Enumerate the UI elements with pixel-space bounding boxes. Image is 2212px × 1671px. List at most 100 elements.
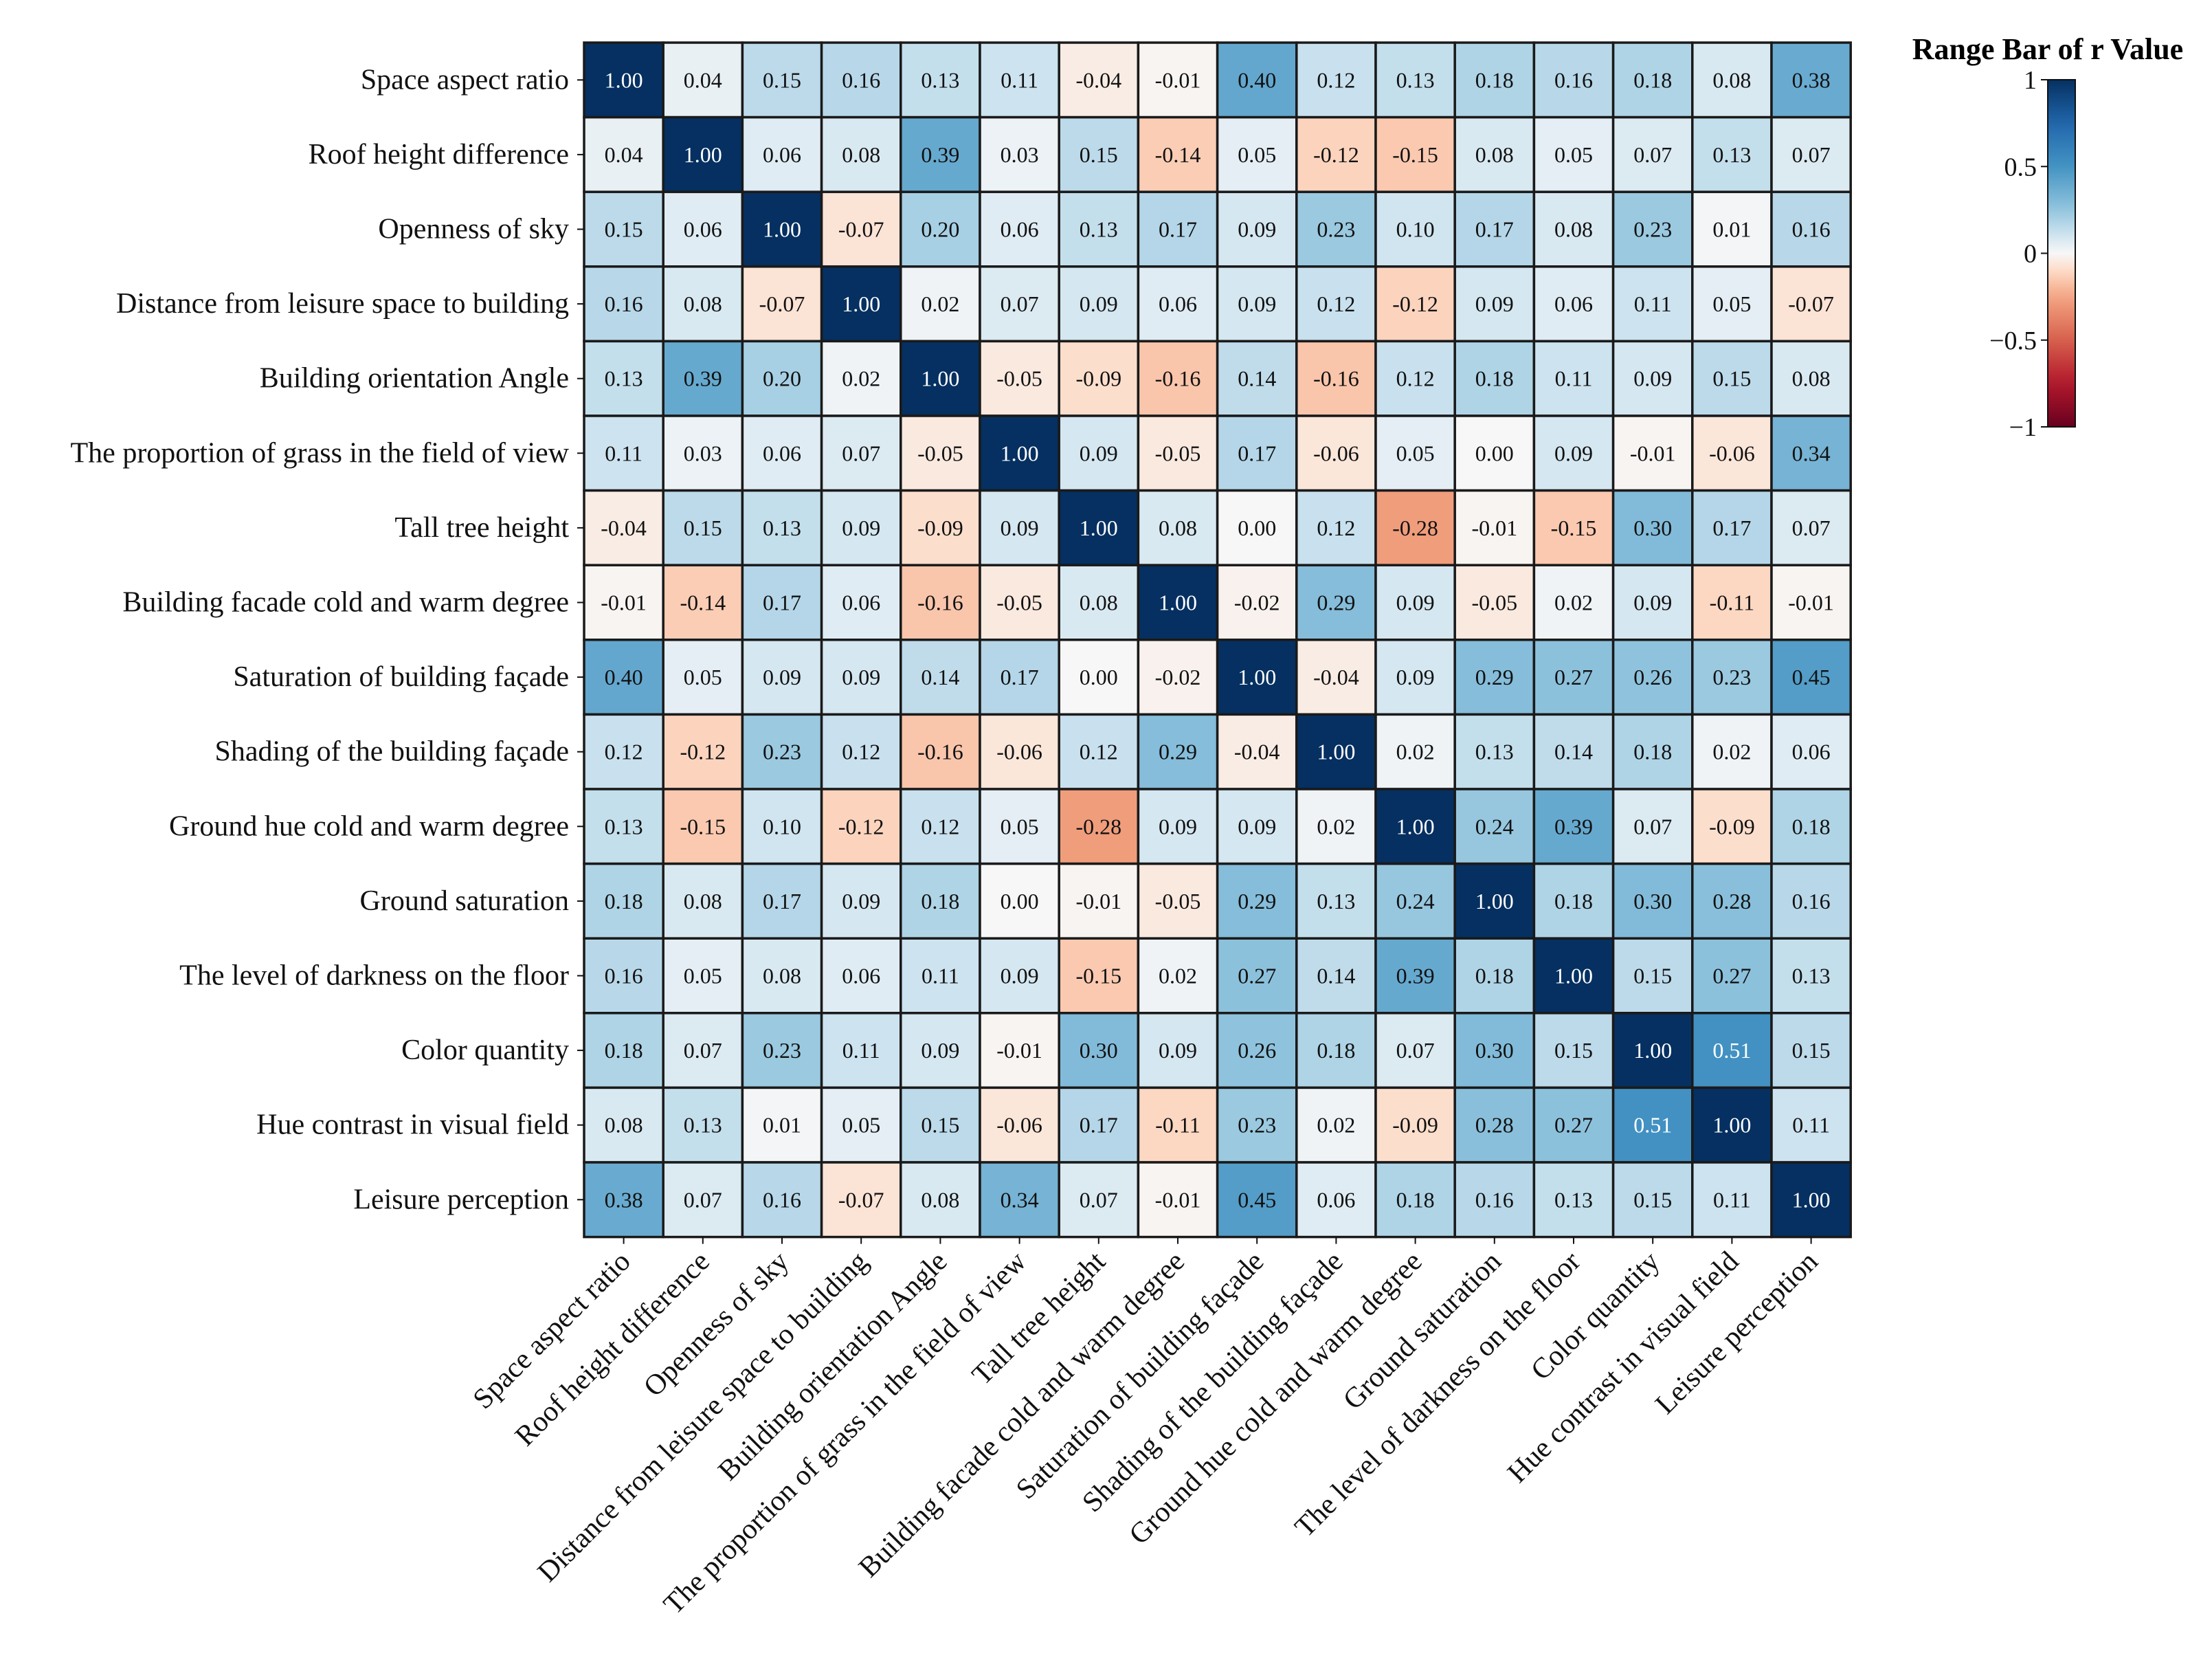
row-label: Building facade cold and warm degree (122, 587, 569, 619)
cell-value-label: 0.39 (1554, 814, 1593, 839)
cell-value-label: -0.09 (1392, 1113, 1438, 1138)
cell-value-label: 0.00 (1001, 889, 1039, 914)
cell-value-label: 0.14 (1238, 366, 1276, 391)
row-label: Shading of the building façade (214, 736, 569, 768)
column-label: The level of darkness on the floor (1289, 1246, 1587, 1543)
cell-value-label: 0.09 (1159, 1038, 1197, 1063)
heatmap-cell (741, 115, 823, 193)
heatmap-cell (1770, 862, 1852, 940)
heatmap-cell (1058, 937, 1140, 1015)
cell-value-label: -0.07 (759, 291, 805, 316)
cell-value-label: 0.07 (1792, 142, 1831, 167)
heatmap-cell (1295, 340, 1377, 417)
cell-value-label: 0.09 (1159, 814, 1197, 839)
cell-value-label: 0.45 (1792, 665, 1831, 689)
cell-value-label: 1.00 (1080, 516, 1118, 540)
row-label: Tall tree height (394, 512, 569, 544)
heatmap-cell (820, 340, 902, 417)
cell-value-label: 0.11 (1792, 1113, 1830, 1138)
heatmap-cell (979, 41, 1060, 119)
heatmap-cell (1770, 1161, 1852, 1239)
heatmap-cell (1058, 265, 1140, 343)
cell-value-label: 0.02 (921, 291, 959, 316)
row-label: Ground saturation (360, 885, 569, 917)
cell-value-label: 0.14 (1554, 740, 1593, 764)
cell-value-label: 0.08 (763, 964, 801, 988)
cell-value-label: 0.40 (605, 665, 643, 689)
cell-value-label: 0.05 (684, 665, 722, 689)
cell-value-label: 0.51 (1712, 1038, 1751, 1063)
cell-value-label: 0.18 (921, 889, 959, 914)
colorbar-tick-label: 0.5 (2004, 153, 2037, 181)
cell-value-label: -0.04 (601, 516, 647, 540)
cell-value-label: 0.07 (1396, 1038, 1435, 1063)
cell-value-label: 0.23 (763, 740, 801, 764)
cell-value-label: 0.24 (1475, 814, 1514, 839)
cell-value-label: 0.16 (605, 291, 643, 316)
heatmap-cell (1770, 1012, 1852, 1089)
cell-value-label: 0.11 (1634, 291, 1672, 316)
cell-value-label: -0.09 (917, 516, 963, 540)
cell-value-label: -0.01 (1155, 67, 1201, 92)
cell-value-label: -0.01 (1630, 441, 1676, 465)
cell-value-label: 0.05 (1554, 142, 1593, 167)
cell-value-label: 0.04 (684, 67, 722, 92)
cell-value-label: 0.16 (1792, 217, 1831, 242)
cell-value-label: 0.06 (1554, 291, 1593, 316)
cell-value-label: 0.15 (1633, 1187, 1672, 1212)
cell-value-label: 0.29 (1317, 590, 1355, 615)
cell-value-label: 0.09 (1475, 291, 1514, 316)
heatmap-cell (1770, 265, 1852, 343)
cell-value-label: 0.34 (1792, 441, 1831, 465)
cell-value-label: 0.10 (763, 814, 801, 839)
heatmap-cell (741, 1012, 823, 1089)
heatmap-cell (979, 115, 1060, 193)
heatmap-cell (1611, 564, 1694, 641)
heatmap-cell (1216, 1012, 1298, 1089)
cell-value-label: 0.16 (605, 964, 643, 988)
cell-value-label: 0.05 (1712, 291, 1751, 316)
cell-value-label: 0.12 (1080, 740, 1118, 764)
heatmap-cell (1374, 639, 1456, 716)
cell-value-label: 0.06 (1001, 217, 1039, 242)
cell-value-label: 0.07 (1633, 142, 1672, 167)
heatmap-cell (741, 340, 823, 417)
heatmap-cell (1611, 489, 1694, 566)
cell-value-label: -0.16 (1313, 366, 1359, 391)
cell-value-label: -0.12 (1313, 142, 1359, 167)
cell-value-label: 0.34 (1001, 1187, 1039, 1212)
heatmap-cell (979, 639, 1060, 716)
cell-value-label: -0.04 (1075, 67, 1121, 92)
heatmap-cell (741, 713, 823, 790)
heatmap-cell (1691, 115, 1773, 193)
cell-value-label: -0.06 (1313, 441, 1359, 465)
heatmap-cell (662, 1086, 744, 1164)
heatmap-cell (1453, 1086, 1536, 1164)
cell-value-label: 0.07 (1633, 814, 1672, 839)
heatmap-cell (1532, 1086, 1615, 1164)
cell-value-label: 0.07 (684, 1038, 722, 1063)
cell-value-label: 0.09 (1001, 516, 1039, 540)
colorbar-title: Range Bar of r Value (1912, 32, 2183, 66)
cell-value-label: 0.07 (1792, 516, 1831, 540)
heatmap-cell (741, 564, 823, 641)
heatmap-cell (1374, 414, 1456, 492)
cell-value-label: -0.07 (838, 217, 884, 242)
heatmap-cell (1295, 1161, 1377, 1239)
heatmap-cell (900, 190, 981, 268)
colorbar-tick-label: −0.5 (1989, 327, 2037, 355)
heatmap-cell (1770, 190, 1852, 268)
cell-value-label: 0.18 (1317, 1038, 1355, 1063)
heatmap-cell (1770, 639, 1852, 716)
heatmap-cell (1137, 1012, 1219, 1089)
cell-value-label: 0.09 (842, 889, 880, 914)
cell-value-label: 0.13 (1080, 217, 1118, 242)
cell-value-label: 0.15 (605, 217, 643, 242)
heatmap-cell (1295, 190, 1377, 268)
heatmap-cell (900, 340, 981, 417)
heatmap-cell (741, 265, 823, 343)
cell-value-label: 0.20 (921, 217, 959, 242)
cell-value-label: -0.04 (1234, 740, 1280, 764)
row-label: Space aspect ratio (361, 64, 569, 96)
cell-value-label: -0.06 (996, 740, 1042, 764)
